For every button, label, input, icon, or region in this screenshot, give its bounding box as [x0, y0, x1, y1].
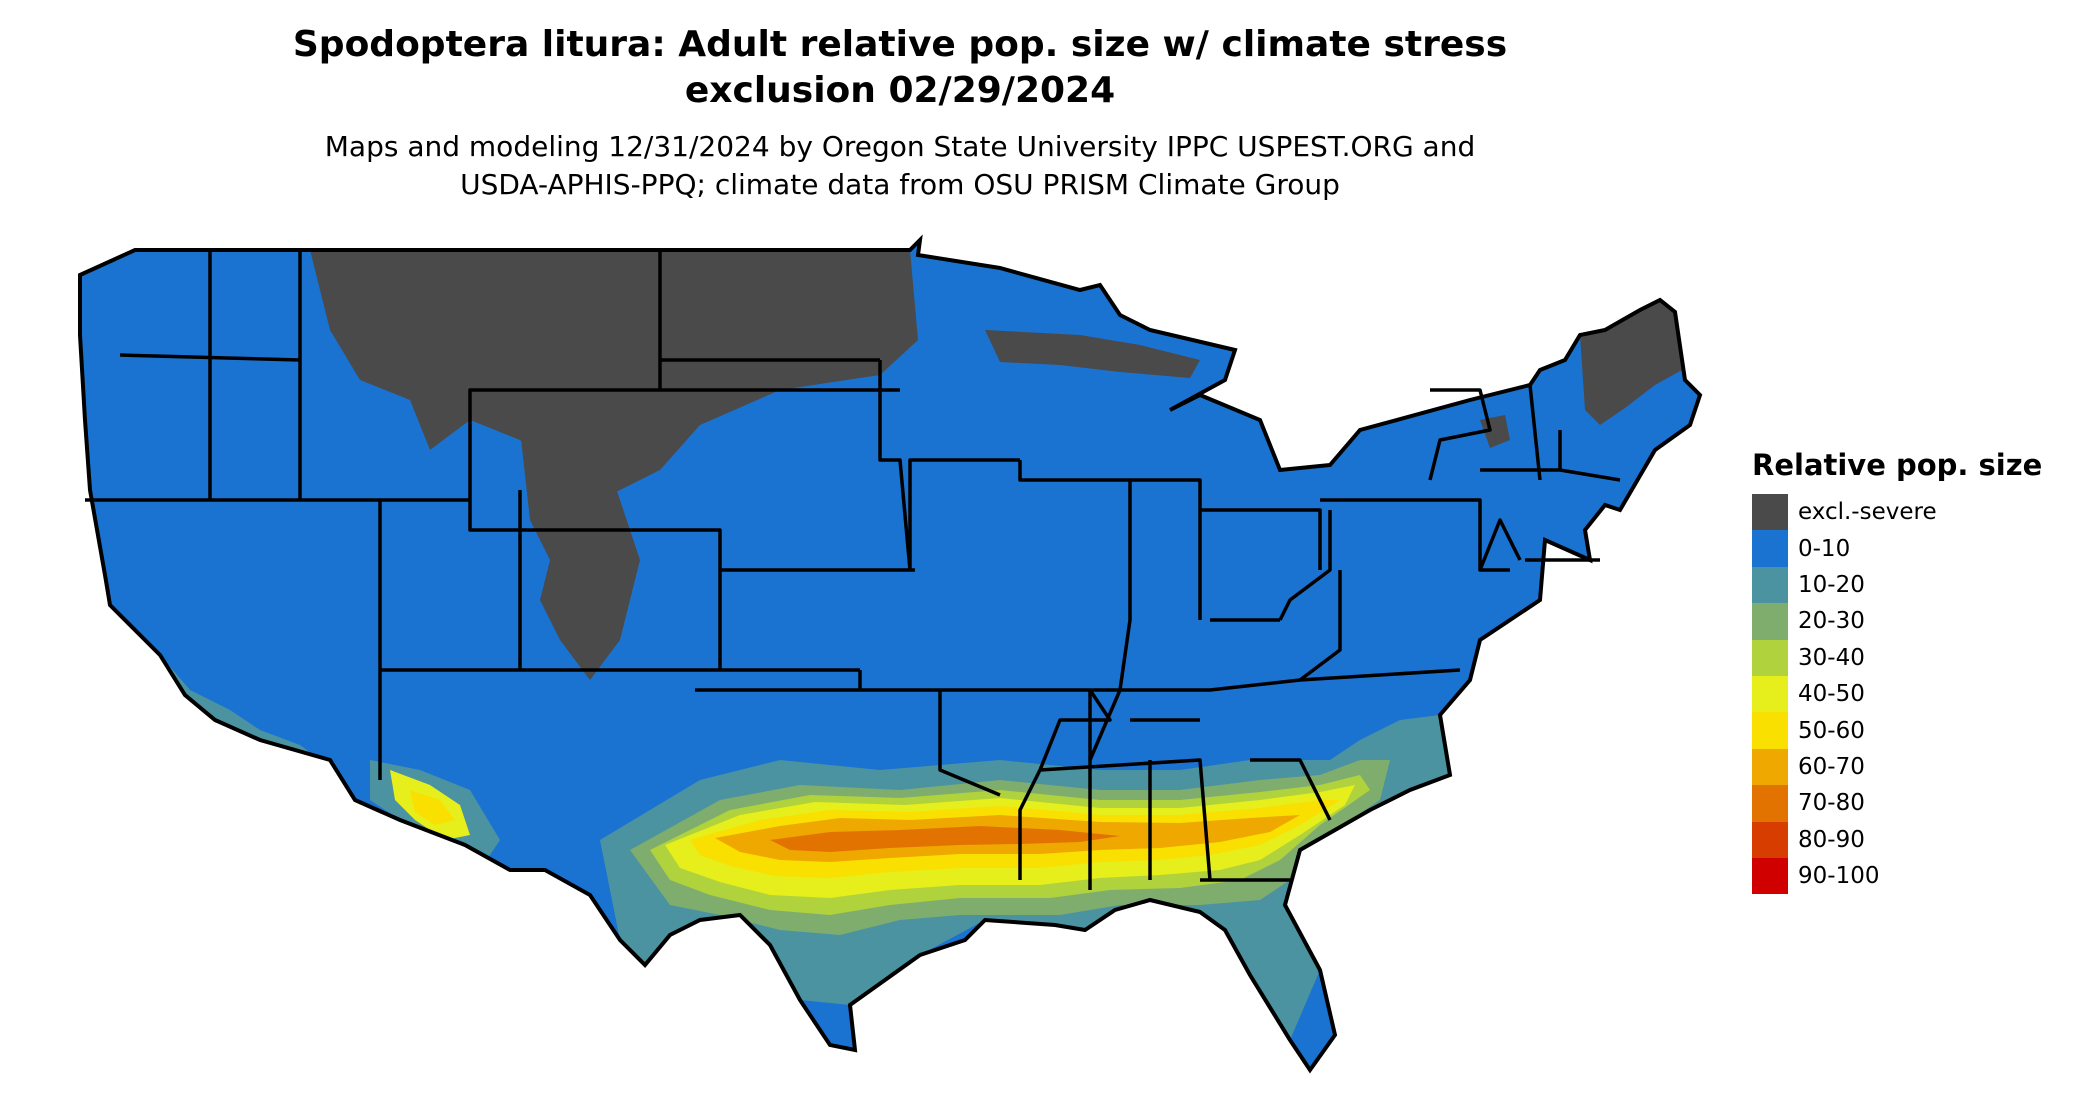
legend-swatch — [1752, 530, 1788, 567]
map-title-line-2: exclusion 02/29/2024 — [684, 70, 1116, 111]
legend-label: 0-10 — [1798, 535, 1851, 562]
legend-item: 70-80 — [1752, 785, 2082, 822]
legend: Relative pop. size excl.-severe 0-10 10-20… — [1752, 448, 2082, 895]
legend-title: Relative pop. size — [1752, 448, 2043, 482]
legend-item: 50-60 — [1752, 712, 2082, 749]
legend-swatch — [1752, 494, 1788, 531]
legend-label: 50-60 — [1798, 717, 1865, 744]
legend-item: excl.-severe — [1752, 494, 2082, 531]
map-subtitle-line-1: Maps and modeling 12/31/2024 by Oregon S… — [324, 130, 1476, 163]
legend-swatch — [1752, 675, 1788, 713]
legend-item: 10-20 — [1752, 566, 2082, 604]
legend-swatch — [1752, 712, 1788, 749]
excluded-zone-northern-plains — [310, 250, 918, 500]
state-boundaries — [85, 250, 1621, 890]
legend-label: 80-90 — [1798, 826, 1865, 853]
legend-item: 20-30 — [1752, 603, 2082, 640]
map-title: Spodoptera litura: Adult relative pop. s… — [0, 22, 1800, 114]
band-70-80 — [770, 826, 1120, 852]
band-sw-50-60 — [410, 790, 455, 825]
band-socal-10-20 — [160, 655, 320, 760]
legend-item: 40-50 — [1752, 675, 2082, 713]
us-map — [78, 238, 1702, 1072]
legend-item: 60-70 — [1752, 748, 2082, 786]
legend-swatch — [1752, 603, 1788, 640]
legend-label: 90-100 — [1798, 863, 1880, 890]
legend-label: 20-30 — [1798, 608, 1865, 635]
map-subtitle-line-2: USDA-APHIS-PPQ; climate data from OSU PR… — [460, 168, 1340, 201]
legend-label: excl.-severe — [1798, 499, 1937, 526]
legend-item: 80-90 — [1752, 821, 2082, 858]
legend-item: 90-100 — [1752, 857, 2082, 895]
band-socal-60-70 — [215, 748, 292, 795]
legend-swatch — [1752, 566, 1788, 604]
raster-layer — [80, 240, 1700, 1070]
excluded-zone-colorado-rockies — [520, 430, 640, 680]
excluded-zone-great-lakes — [985, 330, 1200, 378]
legend-swatch — [1752, 857, 1788, 895]
legend-label: 30-40 — [1798, 644, 1865, 671]
map-title-line-1: Spodoptera litura: Adult relative pop. s… — [292, 24, 1508, 65]
legend-label: 10-20 — [1798, 571, 1865, 598]
legend-items: excl.-severe 0-10 10-20 20-30 30-40 40-50 50-6… — [1752, 494, 2082, 895]
legend-swatch — [1752, 821, 1788, 858]
legend-item: 30-40 — [1752, 639, 2082, 676]
legend-label: 70-80 — [1798, 790, 1865, 817]
legend-item: 0-10 — [1752, 530, 2082, 567]
legend-label: 60-70 — [1798, 753, 1865, 780]
legend-swatch — [1752, 639, 1788, 676]
legend-label: 40-50 — [1798, 681, 1865, 708]
map-subtitle: Maps and modeling 12/31/2024 by Oregon S… — [0, 128, 1800, 204]
legend-swatch — [1752, 748, 1788, 786]
legend-swatch — [1752, 785, 1788, 822]
